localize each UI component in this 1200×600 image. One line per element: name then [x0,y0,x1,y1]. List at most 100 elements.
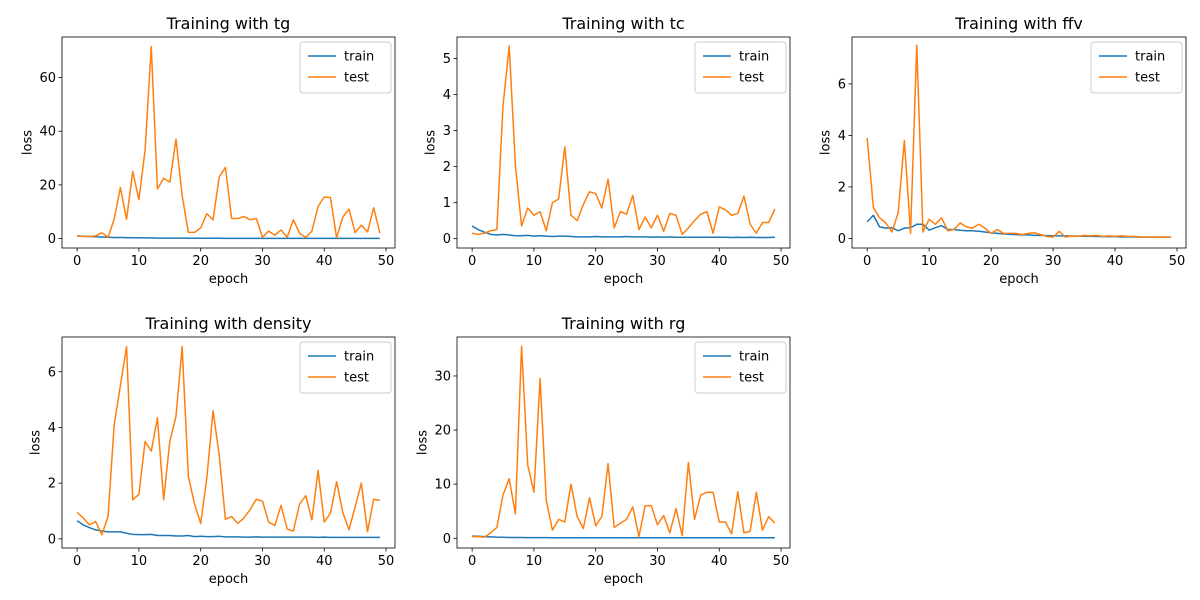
y-axis-label: loss [424,130,439,155]
x-tick-label: 10 [131,254,148,269]
legend-label-test: test [739,71,764,86]
x-axis-label: epoch [209,572,249,587]
x-tick-label: 50 [773,254,790,269]
x-tick-label: 40 [711,254,728,269]
x-axis-label: epoch [999,272,1039,287]
y-tick-label: 40 [39,125,56,140]
legend-box [299,41,392,94]
axes-frame [456,36,791,249]
y-tick-label: 4 [48,421,56,436]
y-tick-label: 20 [434,424,451,439]
subplot-1: Training with tg 0 10 20 30 40 50 0 20 40 60 epoch l… [20,14,396,287]
subplot-3: Training with ffv 0 10 20 30 40 50 0 2 4 6 epoch los… [819,14,1187,287]
x-tick-label: 40 [316,254,333,269]
x-tick-label: 30 [254,254,271,269]
series-line-test [866,44,1171,238]
x-axis-label: epoch [604,272,644,287]
x-tick-label: 10 [526,554,543,569]
legend: train test [299,341,392,394]
axes-frame [851,36,1187,249]
legend-label-train: train [344,50,374,65]
chart-title: Training with rg [561,314,686,333]
x-tick-label: 0 [468,254,476,269]
x-tick-label: 40 [316,554,333,569]
y-tick-label: 6 [48,365,56,380]
y-tick-label: 20 [39,178,56,193]
x-tick-label: 10 [526,254,543,269]
x-axis-label: epoch [604,572,644,587]
legend-box [694,341,787,394]
y-tick-label: 6 [838,77,846,92]
x-tick-label: 0 [863,254,871,269]
series-line-test [76,345,380,536]
y-axis-label: loss [20,130,35,155]
y-axis-label: loss [29,430,44,455]
legend-label-test: test [739,371,764,386]
y-tick-label: 2 [443,160,451,175]
x-tick-label: 30 [649,554,666,569]
y-tick-label: 1 [443,196,451,211]
legend-box [1090,41,1183,94]
axes-frame [61,36,396,249]
y-tick-label: 0 [48,232,56,247]
y-tick-label: 0 [838,232,846,247]
axes-frame [456,336,791,549]
series-line-train [866,214,1171,238]
x-tick-label: 50 [1169,254,1186,269]
y-tick-label: 5 [443,52,451,67]
y-tick-label: 2 [838,180,846,195]
y-tick-label: 10 [434,478,451,493]
axes-frame [61,336,396,549]
series-line-test [472,45,776,236]
x-tick-label: 20 [192,254,209,269]
y-tick-label: 60 [39,71,56,86]
legend-label-test: test [344,71,369,86]
x-tick-label: 30 [254,554,271,569]
legend-box [299,341,392,394]
x-tick-label: 50 [378,554,395,569]
legend: train test [694,41,787,94]
subplot-4: Training with density 0 10 20 30 40 50 0 2 4 6 epoc… [29,314,396,587]
subplot-5: Training with rg 0 10 20 30 40 50 0 10 20 30 epoch l… [415,314,791,587]
chart-title: Training with tc [561,14,684,33]
x-axis-label: epoch [209,272,249,287]
legend-box [694,41,787,94]
x-tick-label: 30 [649,254,666,269]
x-tick-label: 20 [587,554,604,569]
x-tick-label: 30 [1045,254,1062,269]
legend: train test [1090,41,1183,94]
x-tick-label: 40 [1107,254,1124,269]
y-tick-label: 30 [434,369,451,384]
legend-label-train: train [344,350,374,365]
y-axis-label: loss [819,130,834,155]
series-line-train [472,535,775,539]
legend-label-test: test [344,371,369,386]
chart-title: Training with ffv [954,14,1083,33]
series-line-train [76,520,380,539]
y-tick-label: 0 [48,532,56,547]
y-tick-label: 2 [48,477,56,492]
legend: train test [299,41,392,94]
legend: train test [694,341,787,394]
y-tick-label: 4 [838,129,846,144]
x-tick-label: 0 [468,554,476,569]
legend-label-train: train [1135,50,1165,65]
series-line-test [77,45,381,239]
chart-title: Training with density [145,314,312,333]
x-tick-label: 10 [921,254,938,269]
y-axis-label: loss [415,430,430,455]
x-tick-label: 50 [378,254,395,269]
legend-label-test: test [1135,71,1160,86]
series-line-train [471,225,775,239]
legend-label-train: train [739,350,769,365]
y-tick-label: 0 [443,532,451,547]
series-line-test [472,345,776,538]
x-tick-label: 20 [587,254,604,269]
y-tick-label: 0 [443,232,451,247]
x-tick-label: 10 [131,554,148,569]
x-tick-label: 40 [711,554,728,569]
subplot-2: Training with tc 0 10 20 30 40 50 0 1 2 3 4 5 epoch lo… [424,14,791,287]
x-tick-label: 50 [773,554,790,569]
x-tick-label: 20 [192,554,209,569]
